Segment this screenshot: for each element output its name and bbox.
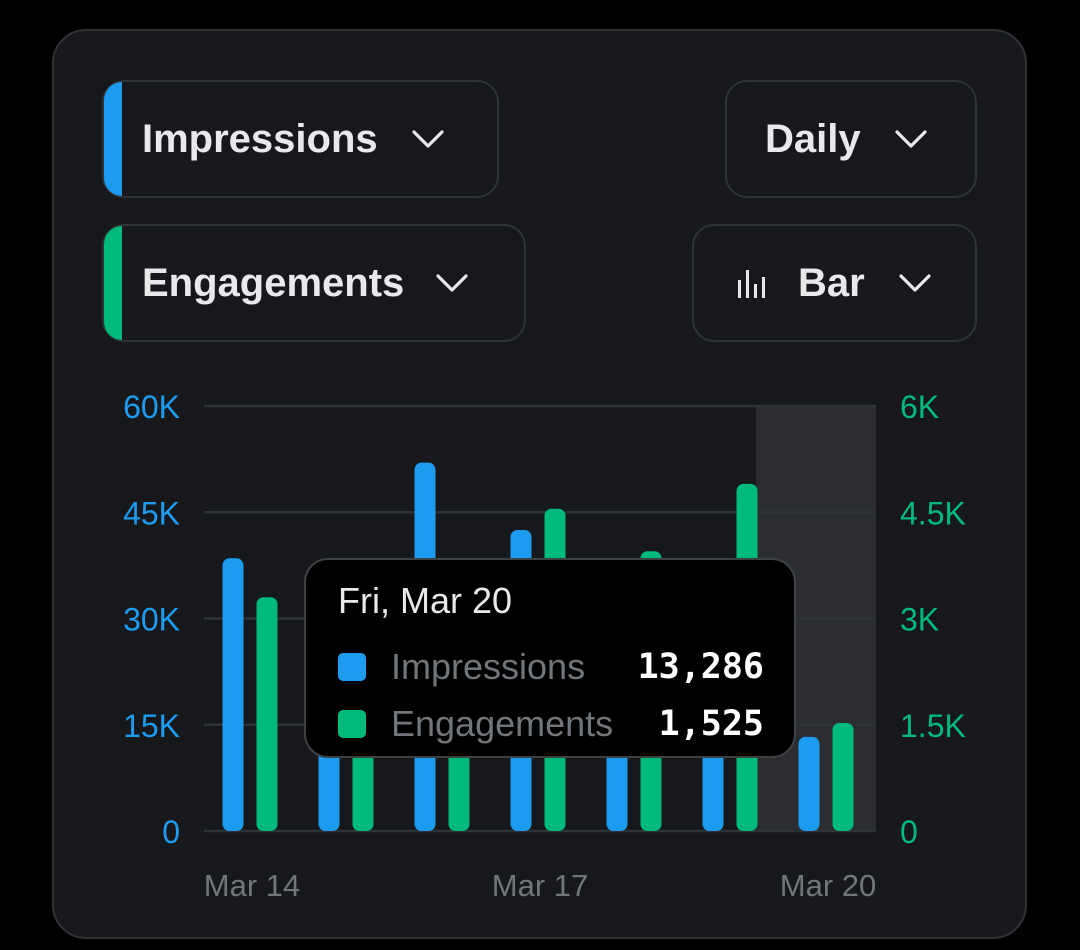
- metric-select-label: Engagements: [142, 260, 405, 305]
- metric-select-label: Impressions: [142, 116, 378, 161]
- chevron-down-icon: [895, 130, 927, 148]
- metric-select-impressions[interactable]: Impressions: [102, 80, 499, 198]
- bar-chart-icon: [738, 270, 765, 298]
- chart-type-label: Bar: [798, 260, 865, 305]
- interval-select[interactable]: Daily: [725, 80, 977, 198]
- engagements-color-accent: [104, 226, 122, 340]
- metric-select-engagements[interactable]: Engagements: [102, 224, 526, 342]
- impressions-color-accent: [104, 82, 122, 196]
- chevron-down-icon: [899, 274, 931, 292]
- interval-select-label: Daily: [765, 116, 861, 161]
- chevron-down-icon: [412, 130, 444, 148]
- chevron-down-icon: [436, 274, 468, 292]
- chart-type-select[interactable]: Bar: [692, 224, 977, 342]
